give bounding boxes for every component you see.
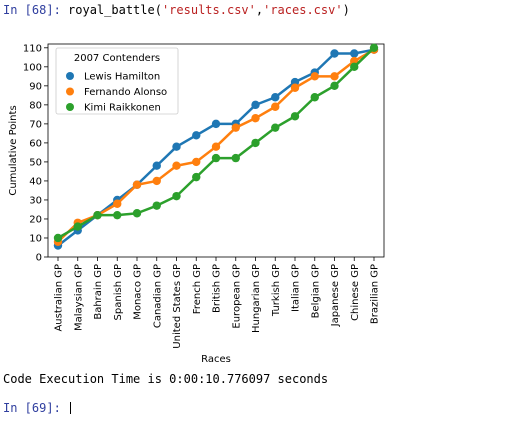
y-tick-label: 40 — [29, 176, 42, 187]
data-point-lewis-hamilton — [152, 161, 161, 170]
legend-entry: Kimi Raikkonen — [84, 103, 161, 114]
data-point-kimi-raikkonen — [113, 210, 122, 220]
x-tick-label: Turkish GP — [271, 264, 282, 317]
data-point-kimi-raikkonen — [211, 153, 221, 163]
data-point-fernando-alonso — [310, 72, 319, 81]
x-axis-label: Races — [201, 354, 231, 365]
y-axis-label: Cumulative Points — [8, 105, 19, 195]
y-tick-label: 110 — [23, 43, 42, 54]
data-point-lewis-hamilton — [350, 49, 359, 58]
data-point-fernando-alonso — [330, 72, 339, 81]
legend-entry: Lewis Hamilton — [84, 72, 160, 83]
y-tick-label: 20 — [29, 214, 42, 225]
data-point-kimi-raikkonen — [132, 209, 142, 218]
data-point-fernando-alonso — [172, 161, 181, 170]
data-point-kimi-raikkonen — [152, 201, 161, 210]
data-point-kimi-raikkonen — [290, 112, 300, 121]
y-tick-label: 90 — [29, 81, 42, 92]
legend-entry: Fernando Alonso — [84, 87, 167, 98]
y-tick-label: 80 — [29, 100, 42, 111]
legend-marker — [66, 72, 74, 80]
text-cursor — [70, 402, 72, 414]
data-point-kimi-raikkonen — [350, 62, 359, 72]
input-cell-69[interactable]: In [69]: — [3, 401, 72, 415]
code-close-paren: ) — [342, 3, 350, 17]
data-point-fernando-alonso — [271, 102, 280, 111]
cumulative-points-chart: 0 10 20 30 40 50 60 70 80 90 100 110 Australian GP Ma… — [0, 38, 400, 368]
input-prompt: In [68]: — [3, 3, 61, 17]
x-tick-label: Canadian GP — [152, 264, 163, 328]
data-point-lewis-hamilton — [271, 93, 280, 102]
x-tick-label: French GP — [192, 264, 203, 314]
data-point-kimi-raikkonen — [369, 43, 379, 53]
data-point-lewis-hamilton — [211, 119, 221, 129]
data-point-kimi-raikkonen — [192, 172, 201, 182]
x-tick-label: Malaysian GP — [73, 264, 84, 331]
legend-title: 2007 Contenders — [74, 53, 160, 64]
data-point-kimi-raikkonen — [330, 81, 339, 91]
legend-box — [55, 47, 179, 115]
data-point-kimi-raikkonen — [53, 233, 63, 243]
data-point-kimi-raikkonen — [172, 191, 181, 201]
legend-marker — [66, 103, 74, 111]
x-tick-label: Australian GP — [54, 264, 65, 332]
data-point-lewis-hamilton — [172, 142, 181, 151]
data-point-lewis-hamilton — [251, 100, 260, 110]
next-input-prompt: In [69]: — [3, 401, 61, 415]
data-point-fernando-alonso — [290, 83, 300, 92]
input-cell-68[interactable]: In [68]: royal_battle('results.csv','rac… — [3, 3, 350, 17]
data-point-fernando-alonso — [192, 157, 201, 167]
data-point-fernando-alonso — [132, 180, 142, 189]
x-tick-label: Belgian GP — [310, 264, 321, 318]
code-separator: , — [255, 3, 264, 17]
y-tick-label: 0 — [36, 253, 42, 264]
y-tick-label: 60 — [29, 138, 42, 149]
x-tick-label: Brazilian GP — [370, 264, 381, 324]
x-tick-label: British GP — [212, 264, 223, 313]
data-point-lewis-hamilton — [192, 131, 201, 140]
y-tick-label: 70 — [29, 119, 42, 130]
data-point-lewis-hamilton — [330, 49, 339, 58]
x-tick-label: Bahrain GP — [93, 264, 104, 320]
data-point-fernando-alonso — [231, 123, 240, 132]
y-tick-label: 50 — [29, 157, 42, 168]
data-point-kimi-raikkonen — [231, 153, 240, 163]
code-function: royal_battle( — [68, 3, 162, 17]
data-point-fernando-alonso — [113, 199, 122, 208]
data-point-fernando-alonso — [211, 142, 221, 151]
y-tick-label: 30 — [29, 195, 42, 206]
legend-marker — [66, 87, 74, 96]
x-tick-label: Italian GP — [291, 264, 302, 312]
x-tick-label: Hungarian GP — [251, 264, 262, 333]
chart-svg: 0 10 20 30 40 50 60 70 80 90 100 110 Australian GP Ma… — [8, 43, 385, 365]
data-point-kimi-raikkonen — [310, 93, 319, 102]
data-point-kimi-raikkonen — [271, 123, 280, 132]
data-point-fernando-alonso — [152, 176, 161, 186]
x-tick-label: Spanish GP — [113, 264, 124, 320]
data-point-fernando-alonso — [251, 113, 260, 123]
x-tick-label: United States GP — [172, 264, 183, 349]
x-tick-label: Chinese GP — [350, 264, 361, 321]
x-tick-label: European GP — [231, 264, 242, 329]
code-arg-results: 'results.csv' — [161, 3, 256, 17]
code-arg-races: 'races.csv' — [263, 3, 343, 17]
data-point-kimi-raikkonen — [251, 138, 260, 148]
y-tick-label: 100 — [23, 62, 42, 73]
y-tick-label: 10 — [29, 233, 42, 244]
x-tick-label: Monaco GP — [133, 264, 144, 320]
x-tick-label: Japanese GP — [330, 264, 341, 327]
data-point-kimi-raikkonen — [73, 222, 82, 231]
execution-time-output: Code Execution Time is 0:00:10.776097 se… — [3, 372, 329, 386]
data-point-kimi-raikkonen — [93, 210, 102, 220]
